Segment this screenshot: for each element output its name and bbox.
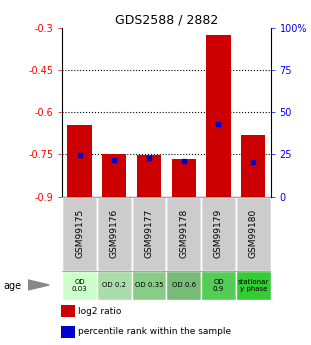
Bar xyxy=(132,271,166,300)
FancyArrow shape xyxy=(24,279,49,291)
Text: OD 0.6: OD 0.6 xyxy=(172,283,196,288)
Text: GSM99178: GSM99178 xyxy=(179,209,188,258)
Text: GSM99176: GSM99176 xyxy=(110,209,119,258)
Text: GSM99179: GSM99179 xyxy=(214,209,223,258)
Bar xyxy=(166,271,201,300)
Bar xyxy=(67,125,92,197)
Text: GSM99177: GSM99177 xyxy=(145,209,154,258)
Bar xyxy=(62,271,97,300)
Text: OD
0.03: OD 0.03 xyxy=(72,279,87,292)
Text: stationar
y phase: stationar y phase xyxy=(238,279,269,292)
Bar xyxy=(137,155,161,197)
Bar xyxy=(102,154,127,197)
Bar xyxy=(97,271,132,300)
Text: age: age xyxy=(3,281,21,290)
Bar xyxy=(236,197,271,271)
Bar xyxy=(62,197,97,271)
Bar xyxy=(206,34,231,197)
Bar xyxy=(241,135,265,197)
Bar xyxy=(61,305,75,317)
Text: GSM99175: GSM99175 xyxy=(75,209,84,258)
Bar xyxy=(201,197,236,271)
Text: log2 ratio: log2 ratio xyxy=(78,306,122,315)
Bar xyxy=(61,326,75,337)
Text: GSM99180: GSM99180 xyxy=(249,209,258,258)
Bar xyxy=(236,271,271,300)
Bar xyxy=(201,271,236,300)
Bar xyxy=(97,197,132,271)
Text: OD 0.2: OD 0.2 xyxy=(102,283,126,288)
Title: GDS2588 / 2882: GDS2588 / 2882 xyxy=(115,13,218,27)
Bar xyxy=(172,159,196,197)
Text: OD
0.9: OD 0.9 xyxy=(213,279,224,292)
Text: percentile rank within the sample: percentile rank within the sample xyxy=(78,327,231,336)
Bar xyxy=(132,197,166,271)
Text: OD 0.35: OD 0.35 xyxy=(135,283,163,288)
Bar xyxy=(166,197,201,271)
